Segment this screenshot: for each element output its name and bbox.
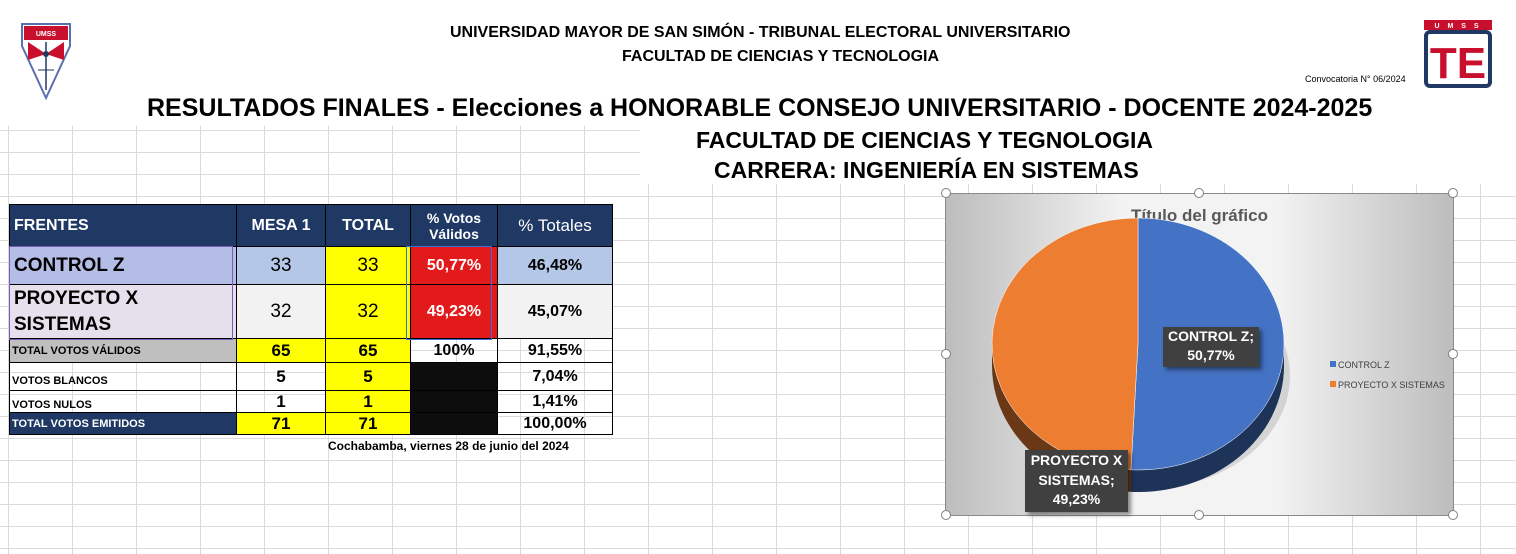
convocatoria-text: Convocatoria N° 06/2024: [1305, 74, 1406, 84]
pie-label-control-z-value: 50,77%: [1187, 347, 1235, 363]
table-header-row: FRENTES MESA 1 TOTAL % Votos Válidos % T…: [9, 204, 613, 247]
total-validos-total[interactable]: 65: [325, 338, 411, 363]
table-row: VOTOS NULOS 1 1 1,41%: [9, 390, 613, 413]
legend-label-control-z: CONTROL Z: [1338, 360, 1390, 370]
header-totales: % Totales: [497, 204, 613, 247]
header-votos-validos: % Votos Válidos: [410, 204, 498, 247]
footer-date: Cochabamba, viernes 28 de junio del 2024: [328, 439, 569, 453]
te-logo-top-text: U M S S: [1434, 23, 1481, 30]
chart-legend: CONTROL Z PROYECTO X SISTEMAS: [1330, 355, 1445, 395]
umss-shield-text: UMSS: [36, 31, 57, 38]
cell-selection-pct: [406, 246, 492, 340]
legend-swatch-control-z: [1330, 361, 1336, 367]
results-table: FRENTES MESA 1 TOTAL % Votos Válidos % T…: [9, 204, 613, 435]
table-row: TOTAL VOTOS VÁLIDOS 65 65 100% 91,55%: [9, 338, 613, 363]
votos-blancos-total[interactable]: 5: [325, 362, 411, 391]
chart-resize-handle-e[interactable]: [1448, 349, 1458, 359]
umss-shield-logo: UMSS: [21, 23, 71, 100]
pie-label-proyecto-x: PROYECTO X SISTEMAS; 49,23%: [1025, 450, 1128, 512]
row-proyecto-x-mesa1[interactable]: 32: [236, 284, 326, 339]
chart-resize-handle-w[interactable]: [941, 349, 951, 359]
chart-resize-handle-n[interactable]: [1194, 188, 1204, 198]
total-emitidos-mesa1[interactable]: 71: [236, 412, 326, 435]
row-control-z-pct-totales[interactable]: 46,48%: [497, 246, 613, 285]
votos-nulos-label[interactable]: VOTOS NULOS: [9, 390, 237, 413]
total-emitidos-total[interactable]: 71: [325, 412, 411, 435]
pie-label-control-z-name: CONTROL Z;: [1167, 328, 1255, 344]
row-proyecto-x-pct-validos[interactable]: 49,23%: [410, 284, 498, 339]
total-emitidos-label[interactable]: TOTAL VOTOS EMITIDOS: [9, 412, 237, 435]
subtitle-background: [640, 126, 1516, 184]
chart-resize-handle-se[interactable]: [1448, 510, 1458, 520]
header-frentes: FRENTES: [9, 204, 237, 247]
legend-swatch-proyecto-x: [1330, 381, 1336, 387]
pie-label-control-z: CONTROL Z; 50,77%: [1163, 327, 1259, 367]
subtitle-career: CARRERA: INGENIERÍA EN SISTEMAS: [714, 157, 1139, 183]
chart-resize-handle-sw[interactable]: [941, 510, 951, 520]
votos-nulos-mesa1[interactable]: 1: [236, 390, 326, 413]
row-control-z-name[interactable]: CONTROL Z: [9, 246, 237, 285]
votos-blancos-label[interactable]: VOTOS BLANCOS: [9, 362, 237, 391]
votos-nulos-total[interactable]: 1: [325, 390, 411, 413]
legend-item-proyecto-x: PROYECTO X SISTEMAS: [1330, 375, 1445, 395]
cell-selection-frentes: [9, 246, 233, 340]
total-validos-pct-totales[interactable]: 91,55%: [497, 338, 613, 363]
title-background: [0, 96, 1516, 126]
votos-nulos-pct-totales[interactable]: 1,41%: [497, 390, 613, 413]
subtitle-faculty: FACULTAD DE CIENCIAS Y TEGNOLOGIA: [696, 127, 1154, 153]
legend-label-proyecto-x: PROYECTO X SISTEMAS: [1338, 380, 1445, 390]
chart-resize-handle-ne[interactable]: [1448, 188, 1458, 198]
pie-chart-svg: [991, 217, 1290, 493]
row-control-z-mesa1[interactable]: 33: [236, 246, 326, 285]
table-row: TOTAL VOTOS EMITIDOS 71 71 100,00%: [9, 412, 613, 435]
header-total: TOTAL: [325, 204, 411, 247]
te-logo-letters: TE: [1430, 39, 1486, 88]
votos-blancos-pct-validos[interactable]: [410, 362, 498, 391]
pie-side-0: [1130, 344, 1284, 493]
table-row: PROYECTO X SISTEMAS 32 32 49,23% 45,07%: [9, 284, 613, 339]
university-title: UNIVERSIDAD MAYOR DE SAN SIMÓN - TRIBUNA…: [450, 24, 1071, 41]
faculty-title: FACULTAD DE CIENCIAS Y TECNOLOGIA: [622, 48, 940, 65]
total-validos-label[interactable]: TOTAL VOTOS VÁLIDOS: [9, 338, 237, 363]
pie-label-proyecto-x-value: 49,23%: [1052, 491, 1101, 507]
total-validos-mesa1[interactable]: 65: [236, 338, 326, 363]
pie-label-proyecto-x-name: PROYECTO X SISTEMAS;: [1030, 452, 1123, 488]
row-proyecto-x-total[interactable]: 32: [325, 284, 411, 339]
total-validos-pct-validos[interactable]: 100%: [410, 338, 498, 363]
chart-resize-handle-s[interactable]: [1194, 510, 1204, 520]
row-proyecto-x-pct-totales[interactable]: 45,07%: [497, 284, 613, 339]
table-row: VOTOS BLANCOS 5 5 7,04%: [9, 362, 613, 391]
pie-chart-container[interactable]: Título del gráfico CONTROL Z; 50,77% PRO…: [945, 193, 1454, 516]
results-title: RESULTADOS FINALES - Elecciones a HONORA…: [147, 94, 1373, 122]
legend-item-control-z: CONTROL Z: [1330, 355, 1445, 375]
row-control-z-total[interactable]: 33: [325, 246, 411, 285]
te-logo: U M S S TE: [1424, 20, 1492, 88]
votos-blancos-mesa1[interactable]: 5: [236, 362, 326, 391]
header-mesa1: MESA 1: [236, 204, 326, 247]
total-emitidos-pct-totales[interactable]: 100,00%: [497, 412, 613, 435]
row-proyecto-x-name[interactable]: PROYECTO X SISTEMAS: [9, 284, 237, 339]
votos-nulos-pct-validos[interactable]: [410, 390, 498, 413]
chart-resize-handle-nw[interactable]: [941, 188, 951, 198]
table-row: CONTROL Z 33 33 50,77% 46,48%: [9, 246, 613, 285]
header-background: [0, 0, 1516, 96]
votos-blancos-pct-totales[interactable]: 7,04%: [497, 362, 613, 391]
total-emitidos-pct-validos[interactable]: [410, 412, 498, 435]
